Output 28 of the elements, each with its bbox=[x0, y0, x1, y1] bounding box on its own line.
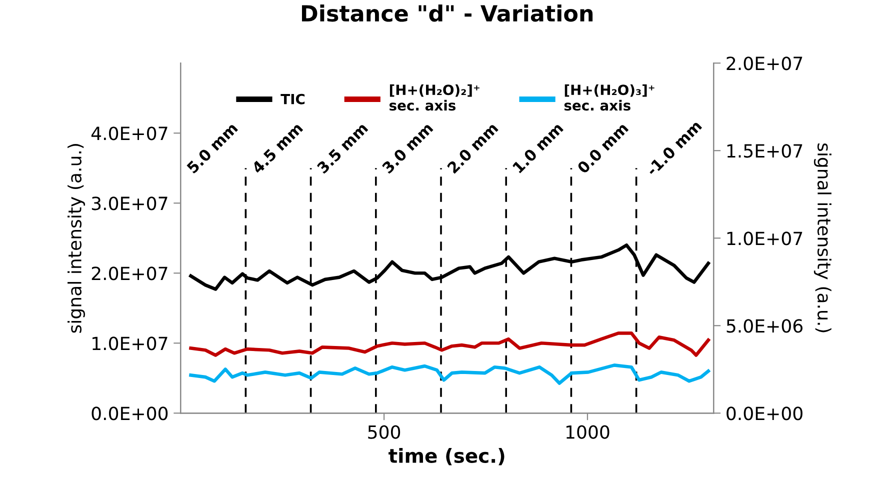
annotation: 5.0 mm bbox=[186, 122, 238, 174]
annotation: 4.5 mm bbox=[251, 122, 304, 174]
legend-label: [H+(H₂O)₃]⁺ sec. axis bbox=[564, 84, 654, 111]
x-tick-label: 500 bbox=[368, 425, 400, 439]
y-tick-label: 2.0E+07 bbox=[92, 266, 168, 280]
legend-label: [H+(H₂O)₂]⁺ sec. axis bbox=[389, 84, 480, 111]
annotation: 0.0 mm bbox=[576, 122, 629, 174]
line-series bbox=[189, 364, 710, 385]
annotation: 2.0 mm bbox=[446, 122, 499, 174]
y-tick-label: 0.0E+00 bbox=[92, 406, 168, 420]
y2-tick-label: 5.0E+06 bbox=[726, 319, 803, 333]
y2-axis-title: signal intensity (a.u.) bbox=[814, 143, 832, 332]
annotation: 3.5 mm bbox=[316, 122, 368, 174]
y2-tick-label: 1.5E+07 bbox=[727, 144, 802, 158]
chart-title: Distance "d" - Variation bbox=[302, 4, 593, 22]
y2-tick-label: 2.0E+07 bbox=[726, 56, 802, 70]
y-axis-title: signal intensity (a.u.) bbox=[68, 144, 86, 333]
y-tick-label: 1.0E+07 bbox=[92, 336, 168, 350]
legend-label: TIC bbox=[280, 94, 305, 104]
x-axis-title: time (sec.) bbox=[388, 448, 504, 466]
y2-tick-label: 1.0E+07 bbox=[727, 232, 802, 246]
annotation: 3.0 mm bbox=[381, 122, 434, 174]
y2-tick-label: 0.0E+00 bbox=[726, 406, 802, 420]
annotation: 1.0 mm bbox=[512, 122, 564, 174]
y-tick-label: 4.0E+07 bbox=[91, 126, 168, 140]
line-series bbox=[189, 331, 710, 357]
y-tick-label: 3.0E+07 bbox=[92, 196, 168, 210]
x-tick-label: 1000 bbox=[566, 425, 610, 439]
